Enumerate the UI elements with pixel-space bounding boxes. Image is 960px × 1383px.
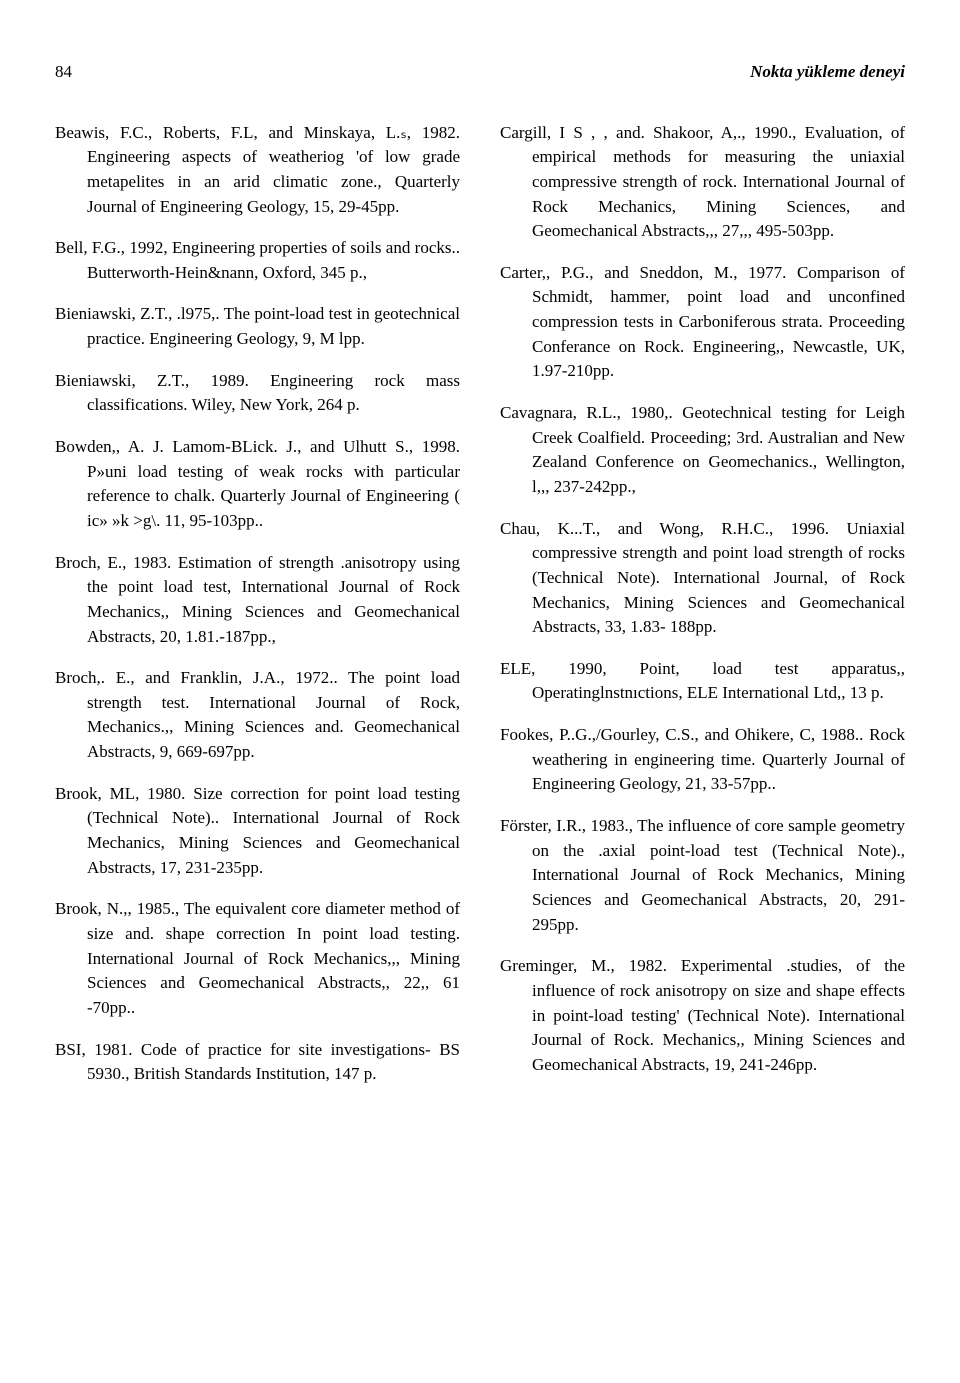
page-number: 84 [55, 60, 72, 85]
reference-entry: Bieniawski, Z.T., .l975,. The point-load… [55, 302, 460, 351]
right-column: Cargill, I S , , and. Shakoor, A,., 1990… [500, 121, 905, 1104]
reference-entry: Chau, K...T., and Wong, R.H.C., 1996. Un… [500, 517, 905, 640]
reference-entry: Bowden,, A. J. Lamom-BLick. J., and Ulhu… [55, 435, 460, 534]
reference-entry: Förster, I.R., 1983., The influence of c… [500, 814, 905, 937]
running-title: Nokta yükleme deneyi [750, 60, 905, 85]
reference-entry: Beawis, F.C., Roberts, F.L, and Minskaya… [55, 121, 460, 220]
reference-entry: Greminger, M., 1982. Experimental .studi… [500, 954, 905, 1077]
reference-entry: Broch, E., 1983. Estimation of strength … [55, 551, 460, 650]
reference-entry: BSI, 1981. Code of practice for site inv… [55, 1038, 460, 1087]
left-column: Beawis, F.C., Roberts, F.L, and Minskaya… [55, 121, 460, 1104]
reference-entry: Brook, ML, 1980. Size correction for poi… [55, 782, 460, 881]
reference-entry: ELE, 1990, Point, load test apparatus,, … [500, 657, 905, 706]
reference-entry: Broch,. E., and Franklin, J.A., 1972.. T… [55, 666, 460, 765]
reference-entry: Brook, N.,, 1985., The equivalent core d… [55, 897, 460, 1020]
reference-entry: Carter,, P.G., and Sneddon, M., 1977. Co… [500, 261, 905, 384]
reference-entry: Cavagnara, R.L., 1980,. Geotechnical tes… [500, 401, 905, 500]
content-columns: Beawis, F.C., Roberts, F.L, and Minskaya… [55, 121, 905, 1104]
page-header: 84 Nokta yükleme deneyi [55, 60, 905, 85]
reference-entry: Bieniawski, Z.T., 1989. Engineering rock… [55, 369, 460, 418]
reference-entry: Cargill, I S , , and. Shakoor, A,., 1990… [500, 121, 905, 244]
reference-entry: Fookes, P..G.,/Gourley, C.S., and Ohiker… [500, 723, 905, 797]
reference-entry: Bell, F.G., 1992, Engineering properties… [55, 236, 460, 285]
